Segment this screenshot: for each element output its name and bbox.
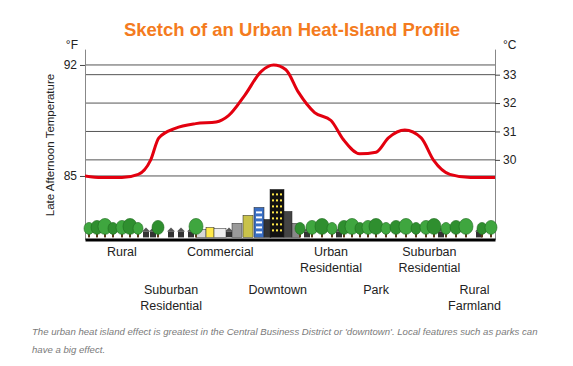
window	[280, 205, 282, 207]
window	[280, 211, 282, 213]
building	[232, 223, 242, 237]
window	[256, 221, 262, 223]
zone-label: Park	[363, 283, 389, 297]
window	[256, 231, 262, 233]
tick-label: 92	[64, 58, 78, 72]
tick: 30	[495, 153, 517, 167]
building	[284, 211, 292, 237]
window	[276, 229, 278, 231]
zone-label: SuburbanResidential	[398, 245, 460, 275]
tick: 92	[64, 58, 85, 72]
zone-label: SuburbanResidential	[140, 283, 202, 313]
building	[270, 189, 284, 237]
window	[280, 229, 282, 231]
house	[226, 231, 232, 237]
zone-label: RuralFarmland	[448, 283, 501, 313]
tree	[315, 218, 329, 234]
zone-label: Commercial	[187, 245, 254, 259]
tree	[152, 220, 164, 234]
window	[272, 223, 274, 225]
building	[214, 228, 226, 237]
window	[276, 217, 278, 219]
tree	[399, 218, 413, 234]
window	[280, 193, 282, 195]
tree	[485, 220, 497, 234]
tick-mark	[495, 75, 500, 76]
y2-axis-title: °C	[503, 38, 517, 52]
tick: 85	[64, 169, 85, 183]
y-axis-unit: °F	[66, 38, 78, 52]
tick-label: 33	[503, 68, 517, 82]
axis-line	[85, 50, 86, 240]
window	[272, 205, 274, 207]
x-axis	[86, 239, 496, 240]
tree	[189, 218, 203, 234]
grid-line	[85, 64, 495, 65]
y2-axis: 30 31 32 33	[495, 50, 517, 240]
tick-mark	[495, 131, 500, 132]
window	[272, 217, 274, 219]
window	[276, 223, 278, 225]
chart: Sketch of an Urban Heat-Island Profile 85…	[0, 0, 573, 366]
zone-label: Rural	[107, 245, 137, 259]
y-axis: 85 92	[64, 50, 86, 240]
plot-area	[85, 65, 495, 178]
tick-label: 32	[503, 96, 517, 110]
tick: 32	[495, 96, 517, 110]
tree	[133, 222, 143, 234]
window	[272, 229, 274, 231]
house	[143, 231, 149, 237]
tree	[427, 218, 441, 234]
title: Sketch of an Urban Heat-Island Profile	[124, 19, 460, 40]
tree	[327, 222, 337, 234]
tree	[381, 222, 391, 234]
profile-line	[85, 65, 495, 178]
window	[280, 223, 282, 225]
tree	[441, 222, 451, 234]
window	[276, 211, 278, 213]
window	[276, 199, 278, 201]
building	[206, 227, 214, 237]
house	[178, 231, 184, 237]
window	[256, 226, 262, 228]
grid-line	[85, 103, 495, 104]
tick: 33	[495, 68, 517, 82]
zone-label: Downtown	[249, 283, 307, 297]
tick-mark	[495, 103, 500, 104]
window	[272, 211, 274, 213]
window	[256, 211, 262, 213]
zone-labels: Rural SuburbanResidential Commercial Downto…	[107, 245, 501, 313]
skyline	[84, 189, 497, 237]
caption: The urban heat island effect is greatest…	[32, 323, 547, 359]
zone-label: UrbanResidential	[300, 245, 362, 275]
axis-line	[495, 50, 496, 240]
tick-mark	[80, 65, 85, 66]
window	[272, 193, 274, 195]
y-axis-title: Late Afternoon Temperature	[44, 74, 56, 216]
window	[280, 199, 282, 201]
tree	[295, 222, 305, 234]
window	[272, 199, 274, 201]
tick: 31	[495, 125, 517, 139]
tree	[369, 218, 383, 234]
roof	[177, 227, 185, 231]
tick-mark	[80, 176, 85, 177]
tick-mark	[495, 160, 500, 161]
tick-label: 30	[503, 153, 517, 167]
tick-label: 85	[64, 169, 78, 183]
tree	[459, 218, 473, 234]
window	[276, 193, 278, 195]
window	[256, 216, 262, 218]
grid-line	[85, 131, 495, 132]
window	[280, 217, 282, 219]
axis-line	[86, 238, 496, 241]
house	[168, 231, 174, 237]
building	[243, 215, 253, 237]
tree	[411, 222, 421, 234]
window	[276, 205, 278, 207]
building	[254, 207, 264, 237]
grid-line	[85, 175, 495, 176]
roof	[167, 227, 175, 231]
tick-label: 31	[503, 125, 517, 139]
